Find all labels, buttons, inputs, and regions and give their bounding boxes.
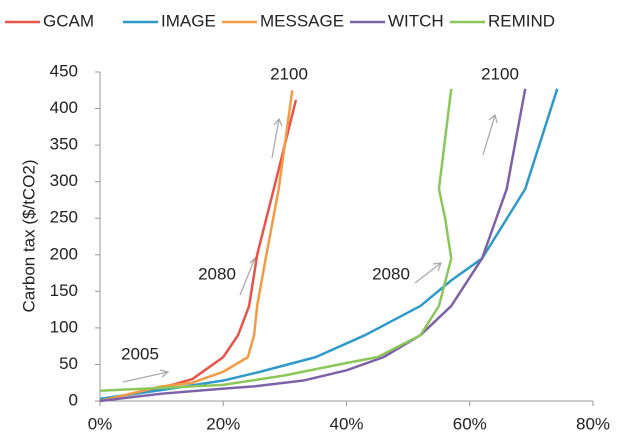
x-tick-label: 80%: [576, 414, 610, 433]
legend-label: MESSAGE: [260, 11, 344, 30]
arrow: [482, 113, 498, 156]
y-tick-label: 150: [50, 281, 78, 300]
arrow: [122, 369, 170, 383]
y-tick-label: 200: [50, 244, 78, 263]
arrow: [414, 262, 442, 284]
arrow: [271, 117, 283, 159]
x-tick-label: 20%: [206, 414, 240, 433]
legend-label: REMIND: [488, 11, 555, 30]
y-tick-label: 100: [50, 317, 78, 336]
series-line: [99, 88, 559, 401]
x-tick-label: 60%: [453, 414, 487, 433]
y-tick-label: 350: [50, 135, 78, 154]
series-line: [99, 90, 294, 403]
y-axis-title: Carbon tax ($/tCO2): [19, 159, 38, 312]
annotation: 2100: [270, 64, 308, 83]
legend-label: GCAM: [43, 11, 94, 30]
annotation: 2080: [198, 264, 236, 283]
annotation: 2080: [372, 264, 410, 283]
y-tick-label: 50: [59, 354, 78, 373]
series-line: [99, 88, 453, 393]
series-line: [99, 88, 527, 403]
y-tick-label: 0: [69, 390, 78, 409]
y-tick-label: 250: [50, 208, 78, 227]
legend-label: IMAGE: [161, 11, 216, 30]
y-tick-label: 400: [50, 98, 78, 117]
annotation: 2005: [121, 344, 159, 363]
y-tick-label: 450: [50, 61, 78, 80]
x-tick-label: 0%: [88, 414, 113, 433]
x-tick-label: 40%: [329, 414, 363, 433]
annotation: 2100: [481, 64, 519, 83]
y-tick-label: 300: [50, 171, 78, 190]
annotation-arrows: [122, 113, 498, 383]
legend-label: WITCH: [388, 11, 444, 30]
